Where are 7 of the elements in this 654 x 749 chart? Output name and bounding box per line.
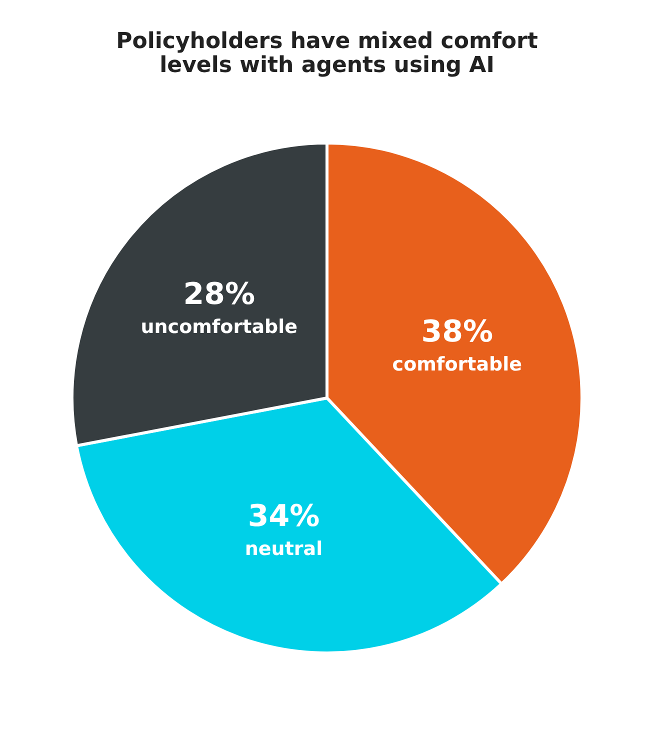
slice-label: neutral	[244, 538, 323, 560]
data-label: 34%	[248, 499, 320, 534]
chart-title: Policyholders have mixed comfort levels with agents using AI	[116, 29, 538, 78]
slice-label: uncomfortable	[140, 316, 298, 338]
data-label: 28%	[183, 276, 256, 312]
slice-label: comfortable	[392, 353, 522, 376]
data-label: 38%	[421, 314, 494, 350]
